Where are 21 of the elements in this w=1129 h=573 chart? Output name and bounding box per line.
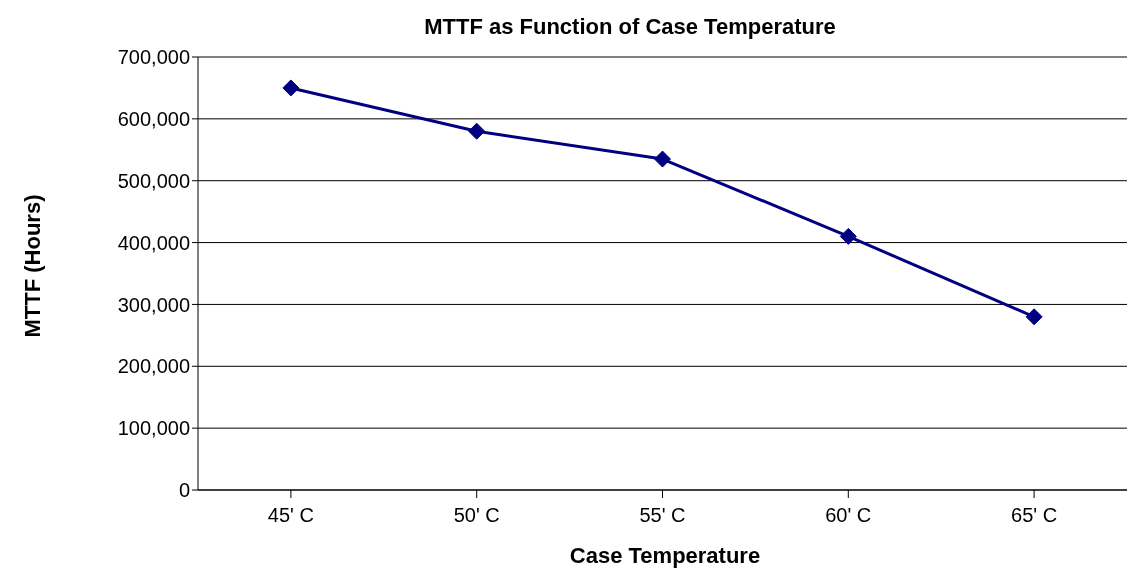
chart-title: MTTF as Function of Case Temperature xyxy=(423,14,837,40)
point xyxy=(468,122,486,140)
x-tick-label: 60' C xyxy=(825,504,872,527)
x-tick-label: 65' C xyxy=(1011,504,1058,527)
point xyxy=(1025,308,1043,326)
y-tick-label: 500,000 xyxy=(117,169,190,192)
y-tick-label: 100,000 xyxy=(117,417,190,440)
y-tick-label: 300,000 xyxy=(117,293,190,316)
y-tick-label: 700,000 xyxy=(117,46,190,69)
point xyxy=(282,79,300,97)
y-tick-label: 0 xyxy=(178,479,190,502)
y-tick-label: 600,000 xyxy=(117,107,190,130)
point xyxy=(839,227,857,245)
y-tick-label: 200,000 xyxy=(117,355,190,378)
x-tick-label: 45' C xyxy=(267,504,314,527)
y-tick-label: 400,000 xyxy=(117,231,190,254)
x-tick-label: 50' C xyxy=(453,504,500,527)
x-axis-title: Case Temperature xyxy=(568,543,762,569)
x-tick-label: 55' C xyxy=(639,504,686,527)
point xyxy=(654,150,671,168)
y-axis-title: MTTF (Hours) xyxy=(20,194,46,338)
